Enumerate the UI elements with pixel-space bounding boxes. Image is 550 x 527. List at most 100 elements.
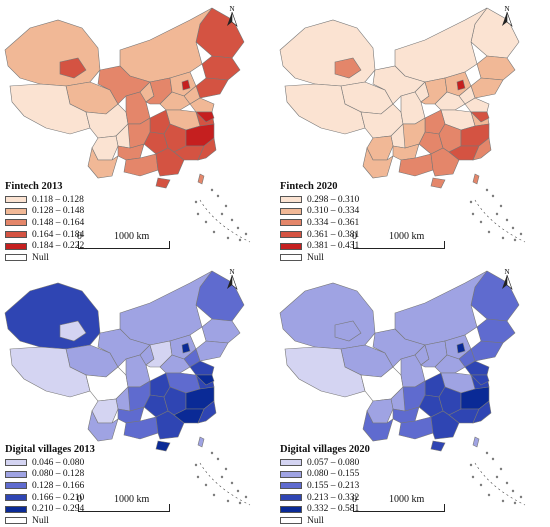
- province-region: [201, 55, 241, 81]
- legend-class: 0.080 – 0.128: [5, 469, 125, 481]
- legend-swatch: [5, 459, 27, 467]
- legend-null-label: Null: [32, 515, 49, 526]
- legend-swatch: [280, 482, 302, 490]
- legend-title: Fintech 2020: [280, 181, 338, 192]
- legend-null-label: Null: [32, 252, 49, 263]
- legend-class-label: 0.298 – 0.310: [307, 194, 360, 205]
- legend-swatch: [5, 219, 27, 227]
- south-china-sea-islands: [469, 188, 526, 243]
- legend-null-label: Null: [307, 252, 324, 263]
- province-region: [197, 173, 205, 185]
- scale-bar: 0 1000 km: [77, 494, 170, 513]
- province-region: [201, 318, 241, 344]
- province-region: [472, 173, 480, 185]
- province-region: [430, 147, 460, 177]
- province-region: [476, 55, 516, 81]
- legend-class-label: 0.213 – 0.332: [307, 492, 360, 503]
- legend-class-label: 0.155 – 0.213: [307, 480, 360, 491]
- province-region: [87, 410, 119, 442]
- legend-class-label: 0.148 – 0.164: [32, 217, 85, 228]
- legend-class-label: 0.184 – 0.222: [32, 241, 85, 252]
- legend-swatch: [5, 494, 27, 502]
- north-arrow-icon: N: [222, 4, 242, 28]
- legend-swatch: [5, 517, 27, 525]
- legend-swatch: [5, 231, 27, 239]
- province-region: [4, 282, 101, 350]
- province-region: [448, 145, 480, 161]
- province-region: [59, 320, 87, 342]
- legend-class-label: 0.334 – 0.361: [307, 217, 360, 228]
- map-legend: Digital villages 2020 0.057 – 0.080 0.080 …: [280, 444, 400, 527]
- legend-null: Null: [280, 252, 400, 264]
- legend-class-label: 0.310 – 0.334: [307, 206, 360, 217]
- scale-zero-label: 0: [352, 494, 357, 505]
- legend-swatch: [5, 207, 27, 215]
- province-region: [155, 410, 185, 440]
- legend-class: 0.148 – 0.164: [5, 217, 125, 229]
- province-region: [334, 57, 362, 79]
- province-region: [173, 408, 205, 424]
- legend-null: Null: [5, 252, 125, 264]
- province-region: [470, 111, 490, 123]
- province-region: [470, 77, 504, 99]
- scale-distance-label: 1000 km: [389, 494, 425, 505]
- province-region: [4, 19, 101, 87]
- legend-class: 0.381 – 0.431: [280, 240, 400, 252]
- province-region: [181, 342, 191, 354]
- legend-swatch: [280, 459, 302, 467]
- legend-class: 0.128 – 0.148: [5, 206, 125, 218]
- legend-class: 0.334 – 0.361: [280, 217, 400, 229]
- scale-zero-label: 0: [77, 494, 82, 505]
- legend-swatch: [5, 482, 27, 490]
- province-region: [155, 147, 185, 177]
- legend-swatch: [5, 254, 27, 262]
- province-region: [430, 410, 460, 440]
- scale-distance-label: 1000 km: [389, 231, 425, 242]
- legend-swatch: [280, 505, 302, 513]
- province-region: [472, 400, 492, 424]
- legend-class: 0.118 – 0.128: [5, 194, 125, 206]
- map-panel-fintech-2013: N Fintech 2013 0.118 – 0.128 0.128 – 0.148 0…: [0, 0, 275, 263]
- province-region: [197, 436, 205, 448]
- legend-class: 0.213 – 0.332: [280, 492, 400, 504]
- legend-swatch: [280, 494, 302, 502]
- province-region: [334, 320, 362, 342]
- legend-null: Null: [5, 515, 125, 527]
- legend-class: 0.128 – 0.166: [5, 480, 125, 492]
- legend-class-label: 0.128 – 0.166: [32, 480, 85, 491]
- legend-swatch: [5, 505, 27, 513]
- choropleth-map: [4, 270, 251, 506]
- scale-zero-label: 0: [77, 231, 82, 242]
- scale-zero-label: 0: [352, 231, 357, 242]
- legend-class: 0.298 – 0.310: [280, 194, 400, 206]
- legend-class-label: 0.118 – 0.128: [32, 194, 84, 205]
- legend-swatch: [280, 207, 302, 215]
- legend-class-label: 0.057 – 0.080: [307, 457, 360, 468]
- legend-class: 0.310 – 0.334: [280, 206, 400, 218]
- legend-class: 0.080 – 0.155: [280, 469, 400, 481]
- province-region: [195, 111, 215, 123]
- province-region: [173, 145, 205, 161]
- legend-class: 0.164 – 0.184: [5, 229, 125, 241]
- province-region: [197, 137, 217, 161]
- province-region: [197, 400, 217, 424]
- north-arrow-icon: N: [497, 4, 517, 28]
- north-label: N: [504, 268, 509, 276]
- choropleth-map: [279, 7, 526, 243]
- province-region: [279, 19, 376, 87]
- north-arrow-icon: N: [222, 267, 242, 291]
- province-region: [119, 7, 213, 83]
- scale-bar: 0 1000 km: [352, 494, 445, 513]
- south-china-sea-islands: [469, 451, 526, 506]
- legend-class-label: 0.164 – 0.184: [32, 229, 85, 240]
- map-panel-digital-villages-2020: N Digital villages 2020 0.057 – 0.080 0.080…: [275, 263, 550, 526]
- province-region: [195, 77, 229, 99]
- legend-null: Null: [280, 515, 400, 527]
- legend-class: 0.361 – 0.381: [280, 229, 400, 241]
- legend-class: 0.210 – 0.294: [5, 503, 125, 515]
- legend-class: 0.332 – 0.581: [280, 503, 400, 515]
- legend-class: 0.046 – 0.080: [5, 457, 125, 469]
- province-region: [279, 282, 376, 350]
- scale-bar: 0 1000 km: [77, 231, 170, 250]
- legend-class-label: 0.128 – 0.148: [32, 206, 85, 217]
